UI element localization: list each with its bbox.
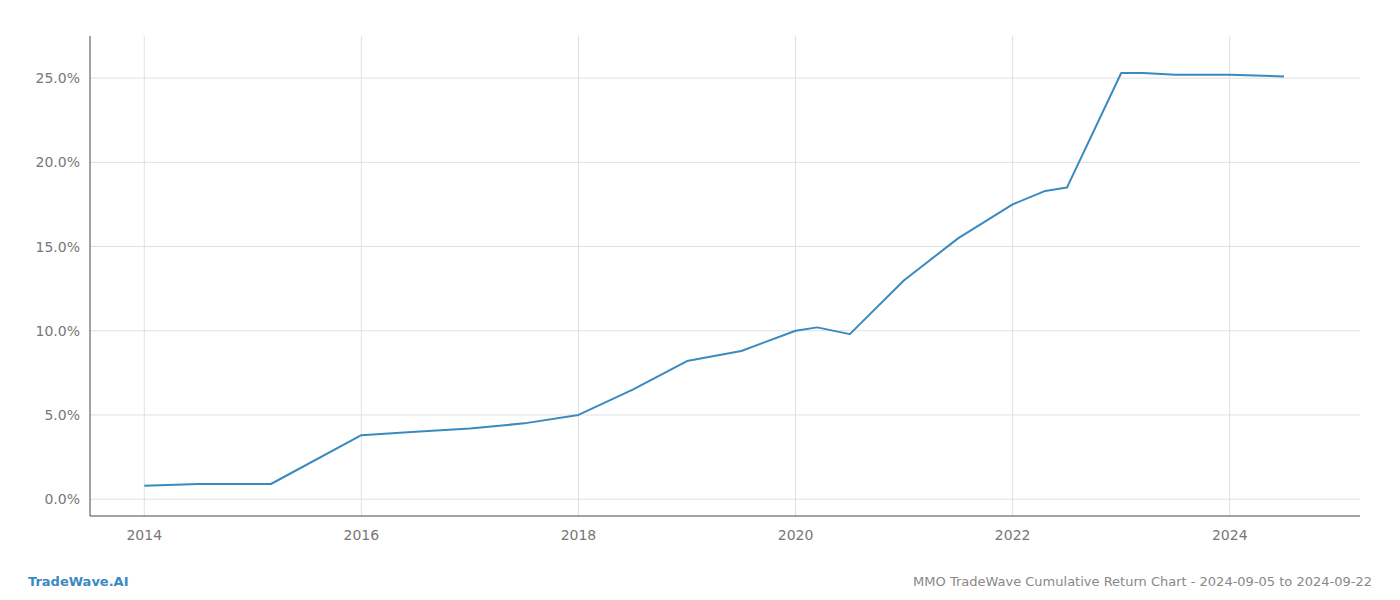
y-grid-line <box>90 78 1360 79</box>
x-grid-line <box>144 36 145 516</box>
x-grid-line <box>795 36 796 516</box>
y-tick-label: 10.0% <box>36 323 80 339</box>
y-tick-label: 20.0% <box>36 154 80 170</box>
y-tick-label: 25.0% <box>36 70 80 86</box>
footer: TradeWave.AI MMO TradeWave Cumulative Ret… <box>28 574 1372 589</box>
x-tick-label: 2020 <box>778 527 814 543</box>
chart: 2014 2016 2018 2020 2022 2024 0.0% 5.0% 10.0% 15.… <box>0 0 1400 600</box>
return-line <box>144 73 1284 486</box>
y-tick-label: 5.0% <box>44 407 80 423</box>
x-tick-label: 2024 <box>1212 527 1248 543</box>
y-axis-line <box>90 36 91 516</box>
grid <box>90 36 1360 516</box>
x-tick-label: 2016 <box>344 527 380 543</box>
y-grid-line <box>90 499 1360 500</box>
x-grid-line <box>1012 36 1013 516</box>
x-tick-label: 2022 <box>995 527 1031 543</box>
x-axis-line <box>90 516 1360 517</box>
footer-left: TradeWave.AI <box>28 574 129 589</box>
footer-right: MMO TradeWave Cumulative Return Chart - … <box>913 574 1372 589</box>
y-grid-line <box>90 246 1360 247</box>
x-grid-line <box>361 36 362 516</box>
y-grid-line <box>90 162 1360 163</box>
tick-labels: 2014 2016 2018 2020 2022 2024 0.0% 5.0% 10.0% 15.… <box>36 70 1248 543</box>
y-grid-line <box>90 414 1360 415</box>
y-grid-line <box>90 330 1360 331</box>
y-tick-label: 0.0% <box>44 491 80 507</box>
x-grid-line <box>1229 36 1230 516</box>
x-tick-label: 2018 <box>561 527 597 543</box>
x-tick-label: 2014 <box>126 527 162 543</box>
x-grid-line <box>578 36 579 516</box>
y-tick-label: 15.0% <box>36 239 80 255</box>
plot-area <box>144 73 1284 486</box>
